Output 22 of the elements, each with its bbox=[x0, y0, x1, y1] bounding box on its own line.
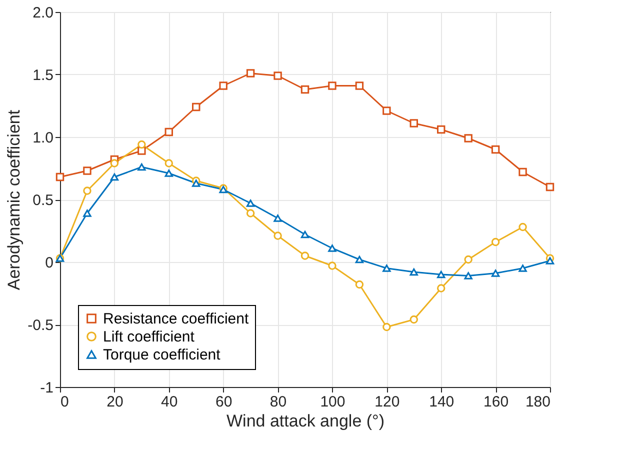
x-tick-label: 20 bbox=[106, 394, 124, 410]
y-tick-label: 0.5 bbox=[32, 192, 54, 209]
legend-label: Lift coefficient bbox=[103, 328, 196, 346]
legend-label: Resistance coefficient bbox=[103, 310, 250, 328]
x-tick-label: 40 bbox=[161, 394, 178, 410]
y-tick-label: 2.0 bbox=[32, 4, 54, 22]
y-tick-label: 1.5 bbox=[32, 67, 54, 84]
y-tick-label: -1 bbox=[40, 380, 54, 396]
x-tick-label: 100 bbox=[320, 394, 346, 410]
x-tick-label: 160 bbox=[484, 394, 509, 410]
y-tick-label: 1.0 bbox=[32, 130, 54, 146]
y-axis-title: Aerodynamic coefficient bbox=[4, 110, 24, 290]
x-tick-label: 180 bbox=[525, 394, 550, 410]
x-tick-label: 140 bbox=[429, 394, 454, 410]
legend-label: Torque coefficient bbox=[103, 346, 222, 364]
x-axis-title: Wind attack angle (°) bbox=[226, 412, 384, 430]
x-tick-label: 120 bbox=[374, 394, 400, 410]
x-tick-label: 60 bbox=[215, 394, 232, 410]
x-tick-label: 80 bbox=[270, 394, 287, 410]
y-tick-label: 0 bbox=[45, 254, 54, 272]
x-tick-label: 0 bbox=[60, 394, 69, 410]
y-tick-label: -0.5 bbox=[28, 317, 54, 334]
